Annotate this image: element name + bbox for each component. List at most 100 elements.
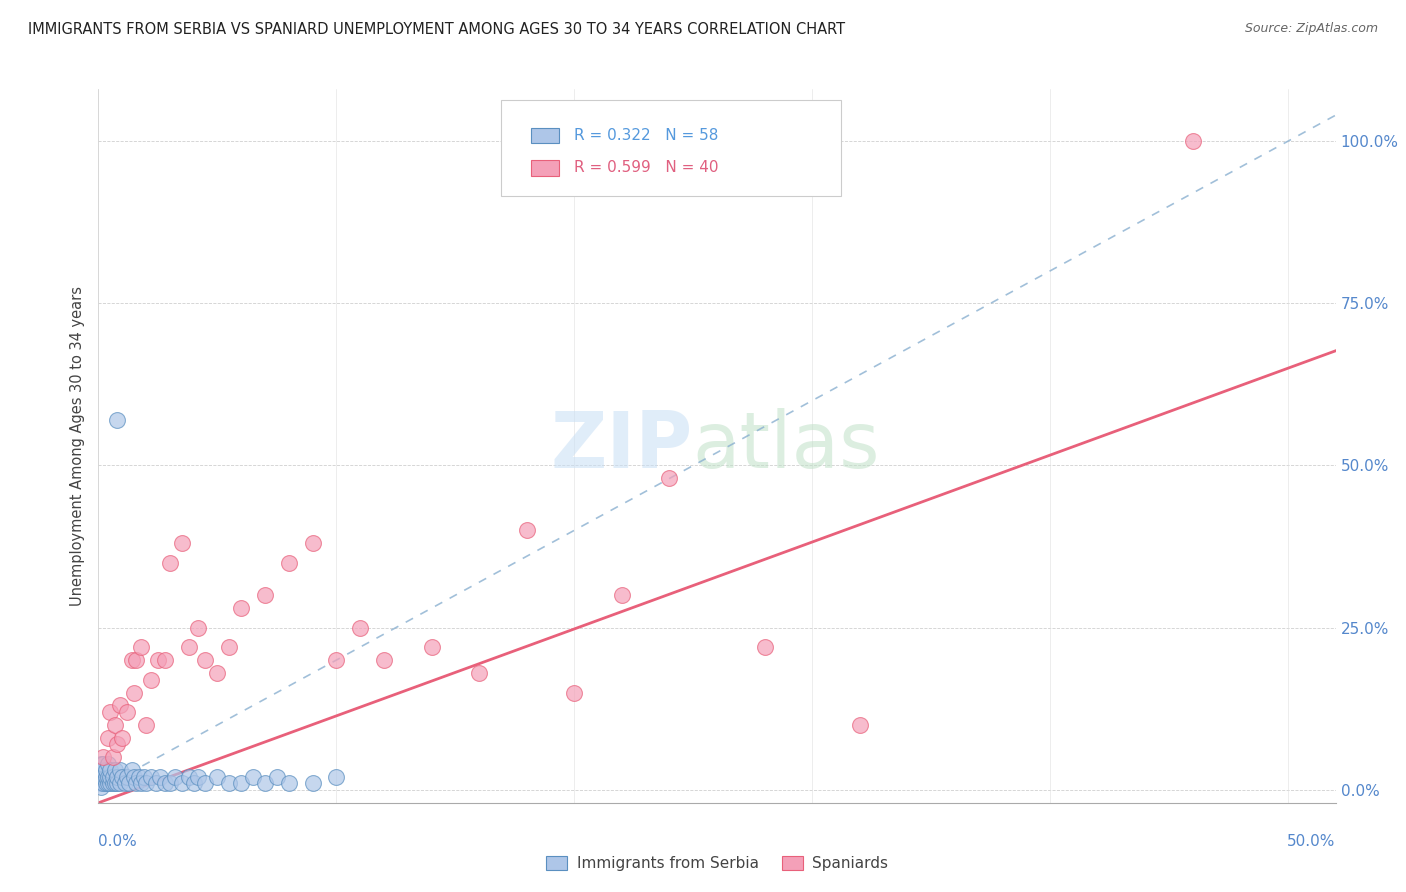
Point bbox=[562, 685, 585, 699]
Point bbox=[104, 764, 127, 778]
Point bbox=[754, 640, 776, 654]
Point bbox=[129, 776, 152, 790]
Point bbox=[101, 776, 124, 790]
Point bbox=[97, 731, 120, 745]
Point bbox=[90, 756, 112, 771]
Text: R = 0.322   N = 58: R = 0.322 N = 58 bbox=[574, 128, 718, 143]
Point bbox=[177, 770, 200, 784]
Point bbox=[301, 776, 323, 790]
Point bbox=[163, 770, 186, 784]
Point bbox=[104, 776, 127, 790]
Point bbox=[107, 413, 129, 427]
Point bbox=[1181, 134, 1204, 148]
Point bbox=[187, 621, 209, 635]
Y-axis label: Unemployment Among Ages 30 to 34 years: Unemployment Among Ages 30 to 34 years bbox=[70, 286, 86, 606]
Point bbox=[658, 471, 681, 485]
Point bbox=[122, 685, 145, 699]
Point bbox=[91, 770, 114, 784]
Point bbox=[97, 770, 120, 784]
Point bbox=[98, 770, 121, 784]
Point bbox=[101, 750, 124, 764]
Point bbox=[159, 776, 181, 790]
Point bbox=[277, 776, 299, 790]
Text: R = 0.599   N = 40: R = 0.599 N = 40 bbox=[574, 161, 718, 175]
Point bbox=[91, 756, 114, 771]
Point bbox=[325, 770, 347, 784]
Point bbox=[153, 653, 176, 667]
Point bbox=[170, 776, 193, 790]
Point bbox=[111, 770, 134, 784]
Point bbox=[125, 653, 148, 667]
Point bbox=[135, 718, 157, 732]
Point bbox=[139, 770, 162, 784]
Point bbox=[170, 536, 193, 550]
Point bbox=[516, 524, 538, 538]
Text: IMMIGRANTS FROM SERBIA VS SPANIARD UNEMPLOYMENT AMONG AGES 30 TO 34 YEARS CORREL: IMMIGRANTS FROM SERBIA VS SPANIARD UNEMP… bbox=[28, 22, 845, 37]
Point bbox=[108, 764, 131, 778]
Legend: Immigrants from Serbia, Spaniards: Immigrants from Serbia, Spaniards bbox=[540, 850, 894, 877]
Point bbox=[115, 770, 138, 784]
Point bbox=[253, 588, 276, 602]
Point bbox=[153, 776, 176, 790]
Point bbox=[420, 640, 443, 654]
Point bbox=[128, 770, 150, 784]
Point bbox=[194, 653, 217, 667]
Text: atlas: atlas bbox=[692, 408, 880, 484]
Point bbox=[98, 764, 121, 778]
Point bbox=[325, 653, 347, 667]
Point bbox=[122, 770, 145, 784]
Point bbox=[610, 588, 633, 602]
FancyBboxPatch shape bbox=[531, 160, 558, 176]
Point bbox=[468, 666, 491, 681]
Point bbox=[107, 770, 129, 784]
Point bbox=[135, 776, 157, 790]
Point bbox=[129, 640, 152, 654]
FancyBboxPatch shape bbox=[531, 128, 558, 144]
Point bbox=[115, 705, 138, 719]
Point bbox=[139, 673, 162, 687]
Point bbox=[94, 770, 117, 784]
Point bbox=[90, 770, 112, 784]
Point bbox=[107, 776, 129, 790]
Text: Source: ZipAtlas.com: Source: ZipAtlas.com bbox=[1244, 22, 1378, 36]
Point bbox=[231, 601, 253, 615]
Point bbox=[207, 770, 229, 784]
Point bbox=[125, 776, 148, 790]
Point bbox=[183, 776, 205, 790]
Point bbox=[253, 776, 276, 790]
Point bbox=[266, 770, 288, 784]
Point bbox=[91, 764, 114, 778]
Point bbox=[94, 776, 117, 790]
Point bbox=[218, 640, 240, 654]
Point bbox=[145, 776, 167, 790]
Point bbox=[218, 776, 240, 790]
Point bbox=[94, 764, 117, 778]
Point bbox=[132, 770, 155, 784]
Point bbox=[90, 776, 112, 790]
Point bbox=[207, 666, 229, 681]
Point bbox=[111, 731, 134, 745]
Point bbox=[91, 750, 114, 764]
Point bbox=[277, 556, 299, 570]
Point bbox=[114, 776, 136, 790]
FancyBboxPatch shape bbox=[501, 100, 841, 196]
Point bbox=[373, 653, 395, 667]
Point bbox=[98, 705, 121, 719]
Point bbox=[101, 770, 124, 784]
Text: ZIP: ZIP bbox=[550, 408, 692, 484]
Point bbox=[242, 770, 264, 784]
Point bbox=[97, 776, 120, 790]
Point bbox=[159, 556, 181, 570]
Point bbox=[194, 776, 217, 790]
Point bbox=[90, 764, 112, 778]
Point bbox=[121, 653, 143, 667]
Point bbox=[98, 776, 121, 790]
Point bbox=[146, 653, 169, 667]
Point bbox=[121, 764, 143, 778]
Point bbox=[177, 640, 200, 654]
Point bbox=[90, 780, 112, 794]
Point bbox=[849, 718, 872, 732]
Point bbox=[349, 621, 371, 635]
Point bbox=[108, 698, 131, 713]
Point bbox=[118, 776, 141, 790]
